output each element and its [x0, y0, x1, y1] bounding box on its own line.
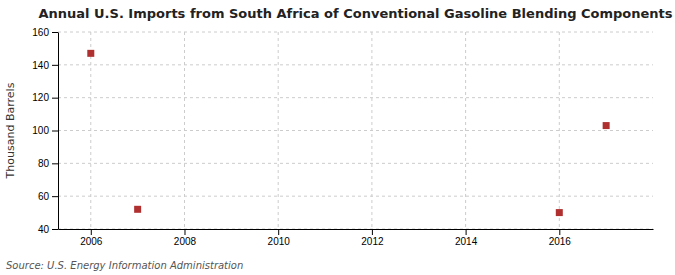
- grid-line-y: [58, 163, 653, 164]
- x-axis-tick: 2016: [549, 229, 572, 247]
- grid: [58, 32, 653, 229]
- y-axis-tick-label: 60: [38, 191, 50, 202]
- point: [134, 206, 141, 213]
- y-axis-tick: 160: [32, 27, 58, 38]
- x-axis-tick-label: 2012: [361, 236, 384, 247]
- x-axis-tick: 2006: [80, 229, 103, 247]
- point: [87, 50, 94, 57]
- grid-line-y: [58, 130, 653, 131]
- grid-line-y: [58, 196, 653, 197]
- x-axis-tick: 2008: [174, 229, 197, 247]
- annotation: Source: U.S. Energy Information Administ…: [6, 260, 243, 271]
- y-axis-tick-mark: [52, 229, 58, 230]
- y-axis-tick-mark: [52, 196, 58, 197]
- y-axis-tick-label: 160: [32, 27, 49, 38]
- y-axis-title: Thousand Barrels: [4, 82, 17, 179]
- y-axis-tick-label: 140: [32, 60, 49, 71]
- y-axis-tick: 100: [32, 125, 58, 136]
- grid-line-x: [278, 32, 279, 229]
- x-axis-tick-mark: [184, 229, 185, 235]
- x-axis-tick-label: 2006: [80, 236, 103, 247]
- x-axis-tick-mark: [91, 229, 92, 235]
- x-axis-tick-label: 2008: [174, 236, 197, 247]
- y-axis-tick-mark: [52, 163, 58, 164]
- y-axis-tick-label: 120: [32, 92, 49, 103]
- x-axis: 2006 2008 2010 2012 2014 2016: [59, 229, 654, 247]
- x-axis-line: [59, 229, 654, 230]
- chart: 2006 2008 2010 2012 2014 2016 40 60 80 100 120 140 1…: [0, 0, 675, 275]
- x-axis-tick-label: 2016: [549, 236, 572, 247]
- x-axis-tick-mark: [278, 229, 279, 235]
- y-axis-tick: 80: [38, 158, 58, 169]
- x-axis-tick-mark: [559, 229, 560, 235]
- x-axis-tick-label: 2014: [455, 236, 478, 247]
- points: [87, 50, 609, 216]
- grid-line-y: [58, 229, 653, 230]
- plot: 2006 2008 2010 2012 2014 2016 40 60 80 100 120 140 1…: [32, 27, 653, 247]
- grid-line-y: [58, 64, 653, 65]
- x-axis-tick-mark: [372, 229, 373, 235]
- grid-line-x: [465, 32, 466, 229]
- y-axis-tick: 120: [32, 92, 58, 103]
- y-axis-tick: 60: [38, 191, 58, 202]
- grid-line-y: [58, 32, 653, 33]
- title: Annual U.S. Imports from South Africa of…: [38, 6, 672, 21]
- point: [556, 209, 563, 216]
- point: [603, 122, 610, 129]
- y-axis-tick-label: 40: [38, 224, 50, 235]
- y-axis: 40 60 80 100 120 140 160: [32, 27, 58, 235]
- x-axis-tick: 2012: [361, 229, 384, 247]
- grid-line-y: [58, 97, 653, 98]
- y-axis-line: [58, 33, 59, 230]
- y-axis-tick-mark: [52, 32, 58, 33]
- x-axis-tick-label: 2010: [268, 236, 291, 247]
- y-axis-tick-mark: [52, 98, 58, 99]
- y-axis-tick: 140: [32, 60, 58, 71]
- x-axis-tick: 2014: [455, 229, 478, 247]
- y-axis-tick: 40: [38, 224, 58, 235]
- x-axis-tick: 2010: [268, 229, 291, 247]
- x-axis-tick-mark: [466, 229, 467, 235]
- y-axis-tick-mark: [52, 131, 58, 132]
- y-axis-tick-mark: [52, 65, 58, 66]
- y-axis-tick-label: 80: [38, 158, 50, 169]
- y-axis-tick-label: 100: [32, 125, 49, 136]
